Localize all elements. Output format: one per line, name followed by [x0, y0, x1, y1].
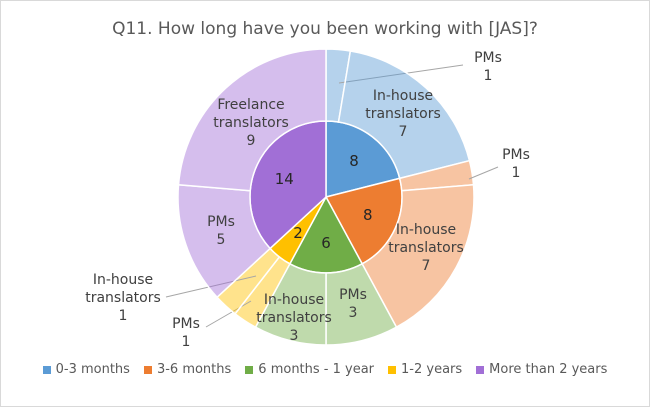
legend-label: 3-6 months [156, 362, 232, 377]
outer-label-name: PMs [207, 214, 235, 230]
leader-line [205, 300, 252, 328]
legend-item: 3-6 months [143, 362, 232, 377]
outer-label: In-house translators 1 [73, 271, 173, 325]
outer-label-value: 7 [398, 124, 408, 140]
legend-label: More than 2 years [489, 362, 608, 377]
outer-label-name: PMs [474, 50, 502, 66]
outer-label-value: 1 [118, 308, 128, 324]
outer-label: Freelance translators 9 [201, 96, 301, 150]
outer-label-name: PMs [339, 287, 367, 303]
outer-label-value: 1 [181, 334, 191, 350]
outer-label-name: PMs [172, 316, 200, 332]
outer-label-value: 9 [246, 133, 256, 149]
outer-label: PMs 1 [466, 146, 566, 182]
leader-line [165, 275, 257, 298]
outer-label-value: 3 [289, 328, 299, 344]
outer-label: In-house translators 3 [244, 291, 344, 345]
outer-label-name: In-house translators [85, 272, 161, 306]
inner-value-label: 8 [362, 206, 373, 225]
outer-label: PMs 1 [438, 49, 538, 85]
inner-value-label: 2 [293, 223, 303, 242]
inner-value-label: 6 [321, 233, 331, 252]
legend-item: 0-3 months [42, 362, 130, 377]
legend-item: More than 2 years [476, 362, 607, 377]
outer-label-value: 3 [348, 305, 358, 321]
outer-label-name: In-house translators [365, 88, 441, 122]
outer-label: PMs 3 [303, 286, 403, 322]
outer-label-name: Freelance translators [213, 97, 289, 131]
leader-line [468, 166, 499, 180]
legend-item: 1-2 years [388, 362, 462, 377]
outer-label-value: 7 [421, 258, 431, 274]
outer-wedge [177, 48, 327, 192]
legend-item: 6 months - 1 year [245, 362, 374, 377]
legend-swatch [388, 365, 397, 374]
outer-label-value: 1 [483, 68, 493, 84]
inner-value-label: 14 [274, 169, 294, 188]
outer-label: In-house translators 7 [376, 221, 476, 275]
legend-label: 0-3 months [55, 362, 130, 377]
outer-label-name: In-house translators [388, 222, 464, 256]
legend-label: 6 months - 1 year [258, 362, 375, 377]
outer-label: PMs 5 [171, 213, 271, 249]
outer-label-value: 1 [511, 165, 521, 181]
outer-label-name: In-house translators [256, 292, 332, 326]
legend-swatch [245, 365, 254, 374]
legend: 0-3 months 3-6 months 6 months - 1 year 1-2… [1, 362, 649, 377]
chart-title: Q11. How long have you been working with… [112, 19, 538, 39]
outer-label-name: PMs [502, 147, 530, 163]
legend-swatch [143, 365, 152, 374]
outer-label: PMs 1 [136, 315, 236, 351]
legend-swatch [42, 365, 51, 374]
inner-value-label: 8 [349, 152, 359, 170]
legend-label: 1-2 years [401, 362, 463, 377]
outer-label-value: 5 [216, 232, 226, 248]
outer-label: In-house translators 7 [353, 87, 453, 141]
legend-swatch [476, 365, 485, 374]
leader-line [338, 64, 464, 84]
